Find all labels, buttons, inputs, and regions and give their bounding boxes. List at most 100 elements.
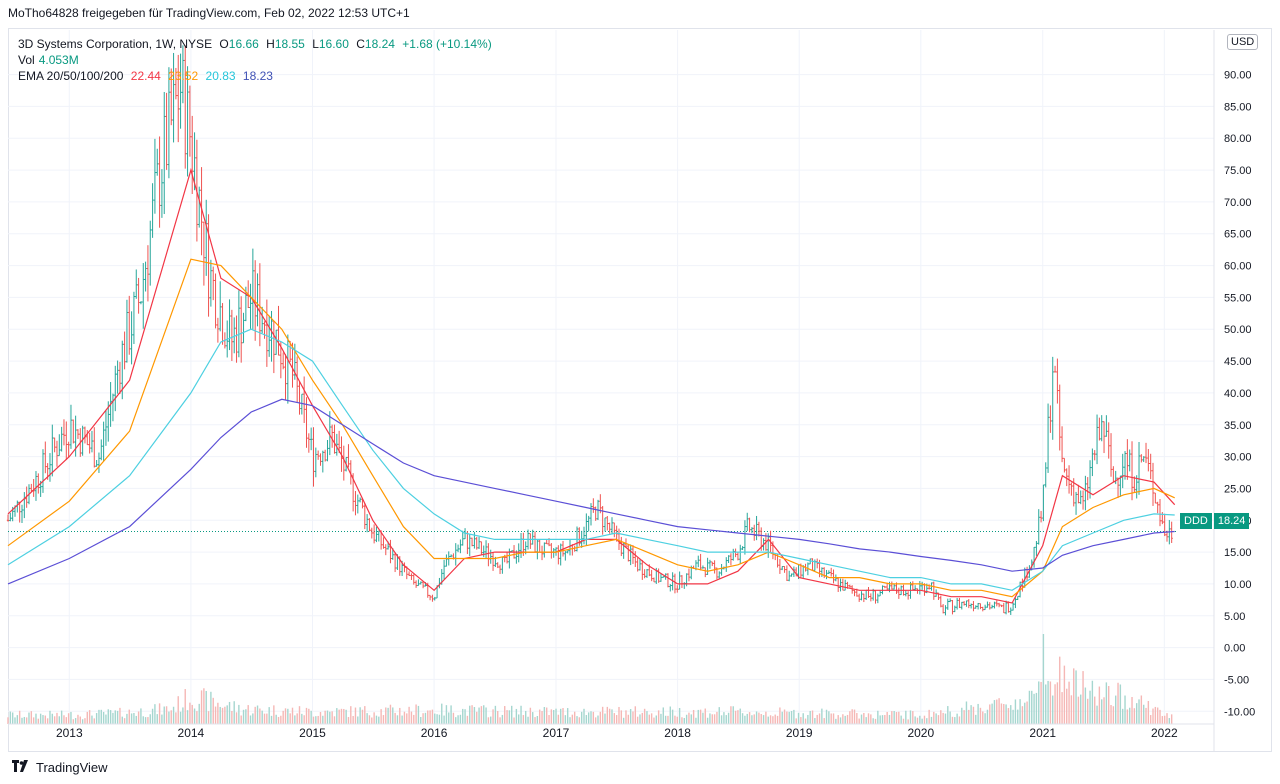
volume-bar xyxy=(634,706,637,724)
volume-bar xyxy=(130,713,133,724)
volume-bar xyxy=(226,705,228,724)
volume-bar xyxy=(802,713,804,724)
volume-bar xyxy=(256,705,259,724)
volume-bar xyxy=(608,708,611,724)
legend-volume-row[interactable]: Vol 4.053M xyxy=(18,52,496,68)
volume-bar xyxy=(872,718,874,724)
legend-ema-row[interactable]: EMA 20/50/100/200 22.44 23.52 20.83 18.2… xyxy=(18,68,496,84)
volume-bar xyxy=(511,705,513,724)
ema20-value: 22.44 xyxy=(130,69,161,83)
volume-bar xyxy=(725,715,727,724)
volume-bar xyxy=(746,713,748,724)
volume-bar xyxy=(954,717,956,724)
volume-bar xyxy=(16,715,19,724)
volume-bar xyxy=(394,712,396,724)
volume-bar xyxy=(611,709,613,724)
volume-bar xyxy=(998,698,1000,724)
volume-bar xyxy=(888,714,891,724)
chart-frame[interactable] xyxy=(8,28,1272,752)
volume-bar xyxy=(184,689,186,724)
volume-bar xyxy=(350,706,352,724)
volume-bar xyxy=(452,712,455,724)
volume-bar xyxy=(844,715,846,724)
volume-bar xyxy=(1024,702,1026,724)
volume-bar xyxy=(347,717,350,724)
volume-bar xyxy=(35,713,37,724)
volume-bar xyxy=(1007,708,1010,724)
volume-bar xyxy=(380,709,382,724)
x-tick-label: 2017 xyxy=(543,726,570,740)
volume-bar xyxy=(1019,699,1021,724)
volume-bar xyxy=(319,712,322,724)
volume-bar xyxy=(692,709,695,724)
volume-bar xyxy=(490,716,492,724)
volume-bar xyxy=(151,708,154,724)
volume-bar xyxy=(744,715,746,724)
volume-bar xyxy=(382,715,385,724)
volume-bar xyxy=(431,709,434,724)
volume-bar xyxy=(72,719,74,724)
volume-bar xyxy=(7,717,9,724)
volume-bar xyxy=(485,707,487,724)
volume-bar xyxy=(44,715,47,724)
volume-bar xyxy=(1068,681,1070,724)
volume-bar xyxy=(284,708,287,724)
volume-bar xyxy=(263,713,266,724)
volume-bar xyxy=(1163,715,1166,724)
volume-bar xyxy=(228,701,231,724)
y-tick-label: 55.00 xyxy=(1224,292,1252,304)
volume-bar xyxy=(46,718,49,724)
volume-bar xyxy=(865,717,867,724)
symbol-line[interactable]: 3D Systems Corporation, 1W, NYSE xyxy=(18,37,213,51)
volume-bar xyxy=(163,706,165,724)
volume-bar xyxy=(161,714,163,724)
volume-bar xyxy=(1152,708,1154,724)
volume-bar xyxy=(443,715,445,724)
volume-bar xyxy=(823,718,825,724)
volume-bar xyxy=(329,711,331,724)
volume-bar xyxy=(795,718,797,724)
volume-bar xyxy=(98,709,100,724)
volume-bar xyxy=(657,710,660,724)
volume-bar xyxy=(970,705,972,724)
volume-bar xyxy=(147,717,149,724)
volume-bar xyxy=(158,703,161,724)
volume-bar xyxy=(991,703,993,724)
volume-bar xyxy=(942,712,944,724)
volume-bar xyxy=(270,715,273,724)
volume-bar xyxy=(315,716,317,724)
volume-bar xyxy=(275,714,277,724)
volume-bar xyxy=(643,708,646,724)
volume-bar xyxy=(933,711,935,724)
volume-bar xyxy=(951,716,954,724)
volume-bar xyxy=(494,705,497,724)
y-tick-label: 30.00 xyxy=(1224,452,1252,464)
volume-bar xyxy=(310,710,312,724)
volume-bar xyxy=(492,709,494,724)
volume-bar xyxy=(835,718,837,724)
y-tick-label: 70.00 xyxy=(1224,197,1252,209)
volume-bar xyxy=(1138,699,1140,724)
volume-bar xyxy=(723,712,725,724)
volume-bar xyxy=(119,707,121,724)
volume-bar xyxy=(242,709,245,724)
currency-button[interactable]: USD xyxy=(1227,34,1259,50)
volume-bar xyxy=(1091,680,1094,724)
footer[interactable]: TradingView xyxy=(12,760,108,775)
volume-bar xyxy=(534,717,536,724)
volume-bar xyxy=(149,714,151,724)
ema-line-ema100 xyxy=(7,328,1175,591)
volume-bar xyxy=(1035,692,1038,724)
volume-bar xyxy=(1014,699,1017,724)
volume-bar xyxy=(408,706,410,724)
volume-bar xyxy=(308,708,310,724)
volume-bar xyxy=(683,717,685,724)
volume-bar xyxy=(361,709,364,724)
volume-bar xyxy=(1012,709,1014,724)
volume-bar xyxy=(674,715,676,724)
volume-bar xyxy=(690,714,692,724)
volume-bar xyxy=(1049,681,1052,724)
volume-bar xyxy=(1140,695,1143,724)
volume-bar xyxy=(501,714,504,724)
